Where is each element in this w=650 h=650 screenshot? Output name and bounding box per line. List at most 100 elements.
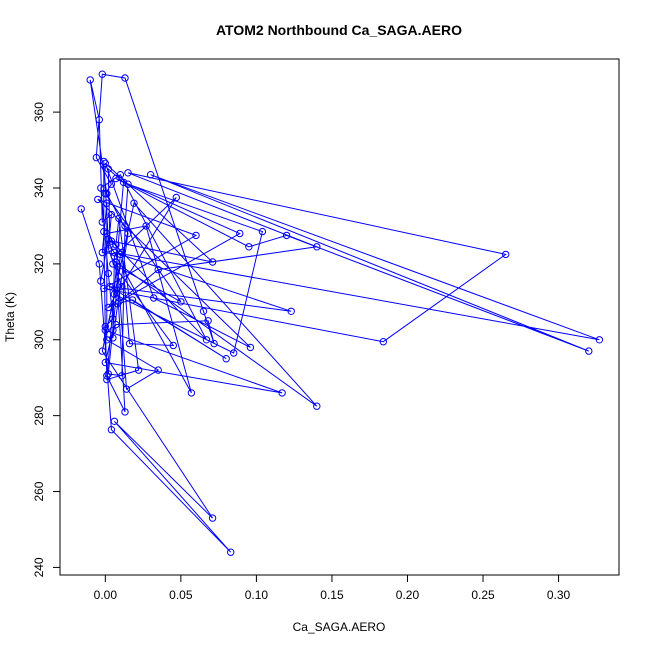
data-point xyxy=(115,298,123,306)
data-point xyxy=(110,417,119,425)
data-point xyxy=(101,190,110,198)
data-point xyxy=(210,339,218,348)
data-point xyxy=(95,260,104,268)
data-point xyxy=(595,336,604,344)
data-point xyxy=(208,258,217,266)
data-point xyxy=(278,389,286,397)
data-point xyxy=(142,222,150,230)
y-tick-label: 320 xyxy=(32,254,46,274)
data-point xyxy=(199,307,208,315)
data-point xyxy=(101,358,110,367)
y-tick-label: 280 xyxy=(32,405,46,425)
data-point xyxy=(104,165,113,173)
y-tick-label: 300 xyxy=(32,329,46,349)
data-point xyxy=(101,159,110,168)
data-point xyxy=(124,169,132,177)
data-point xyxy=(94,195,102,204)
data-point xyxy=(125,339,134,348)
data-point xyxy=(121,408,129,416)
x-tick-label: 0.05 xyxy=(169,588,193,602)
data-point xyxy=(128,296,137,304)
data-point xyxy=(103,372,111,380)
data-point xyxy=(222,355,230,363)
data-point xyxy=(121,74,129,82)
data-point xyxy=(150,294,158,302)
data-point xyxy=(109,315,117,323)
x-axis-label: Ca_SAGA.AERO xyxy=(293,620,386,634)
data-point xyxy=(107,210,116,219)
data-point xyxy=(118,248,126,257)
x-tick-label: 0.00 xyxy=(94,588,118,602)
data-point xyxy=(282,231,291,240)
data-point xyxy=(227,548,235,556)
data-point xyxy=(103,199,111,207)
data-point xyxy=(86,76,94,84)
data-point xyxy=(169,341,178,350)
data-point xyxy=(177,298,185,306)
data-point xyxy=(502,250,510,259)
data-point xyxy=(172,193,181,202)
data-point xyxy=(110,290,119,298)
x-tick-label: 0.10 xyxy=(245,588,269,602)
data-point xyxy=(116,171,125,179)
data-point xyxy=(124,180,132,188)
series-line xyxy=(80,73,600,553)
data-point xyxy=(313,243,321,251)
data-point xyxy=(130,199,138,207)
chart-title: ATOM2 Northbound Ca_SAGA.AERO xyxy=(216,22,462,38)
y-tick-label: 240 xyxy=(32,557,46,577)
data-point xyxy=(585,347,593,355)
data-point xyxy=(258,227,267,236)
data-point xyxy=(77,205,85,213)
data-point xyxy=(109,326,117,334)
y-axis: 240 260 280 300 320 340 360 xyxy=(32,102,61,577)
data-point xyxy=(107,426,116,434)
x-axis: 0.00 0.05 0.10 0.15 0.20 0.25 0.30 xyxy=(94,574,571,602)
data-point xyxy=(122,385,131,393)
plot-area xyxy=(77,70,604,556)
data-point xyxy=(230,349,238,357)
data-point xyxy=(112,320,120,329)
data-point xyxy=(121,222,129,230)
data-point xyxy=(187,389,196,397)
data-point xyxy=(106,282,114,291)
data-point xyxy=(104,245,113,253)
data-point xyxy=(118,372,126,380)
data-point xyxy=(118,282,126,291)
data-point xyxy=(101,322,110,331)
y-axis-label: Theta (K) xyxy=(3,292,17,342)
data-point xyxy=(154,265,162,274)
data-point xyxy=(204,317,212,325)
data-point xyxy=(92,153,101,162)
x-tick-label: 0.15 xyxy=(320,588,344,602)
data-point xyxy=(113,300,122,308)
data-point xyxy=(112,174,120,183)
data-point xyxy=(192,231,200,240)
data-point xyxy=(245,243,253,251)
data-point xyxy=(101,326,110,334)
data-point xyxy=(104,269,113,278)
data-point xyxy=(119,178,128,187)
data-point xyxy=(103,336,111,344)
data-point xyxy=(98,248,107,257)
data-point xyxy=(98,218,107,226)
data-point xyxy=(98,347,107,355)
data-point xyxy=(116,250,125,259)
data-point xyxy=(98,70,107,78)
data-point xyxy=(107,180,116,188)
data-point xyxy=(154,366,162,374)
data-point xyxy=(100,227,108,236)
data-point xyxy=(100,157,108,166)
data-point xyxy=(124,229,132,238)
x-tick-label: 0.20 xyxy=(396,588,420,602)
data-point xyxy=(104,235,113,243)
x-tick-label: 0.30 xyxy=(547,588,571,602)
data-point xyxy=(97,277,105,285)
data-point xyxy=(313,402,321,410)
y-tick-label: 360 xyxy=(32,102,46,122)
data-point xyxy=(134,366,143,374)
data-point xyxy=(236,229,244,238)
data-point xyxy=(379,338,387,346)
data-point xyxy=(287,307,295,315)
